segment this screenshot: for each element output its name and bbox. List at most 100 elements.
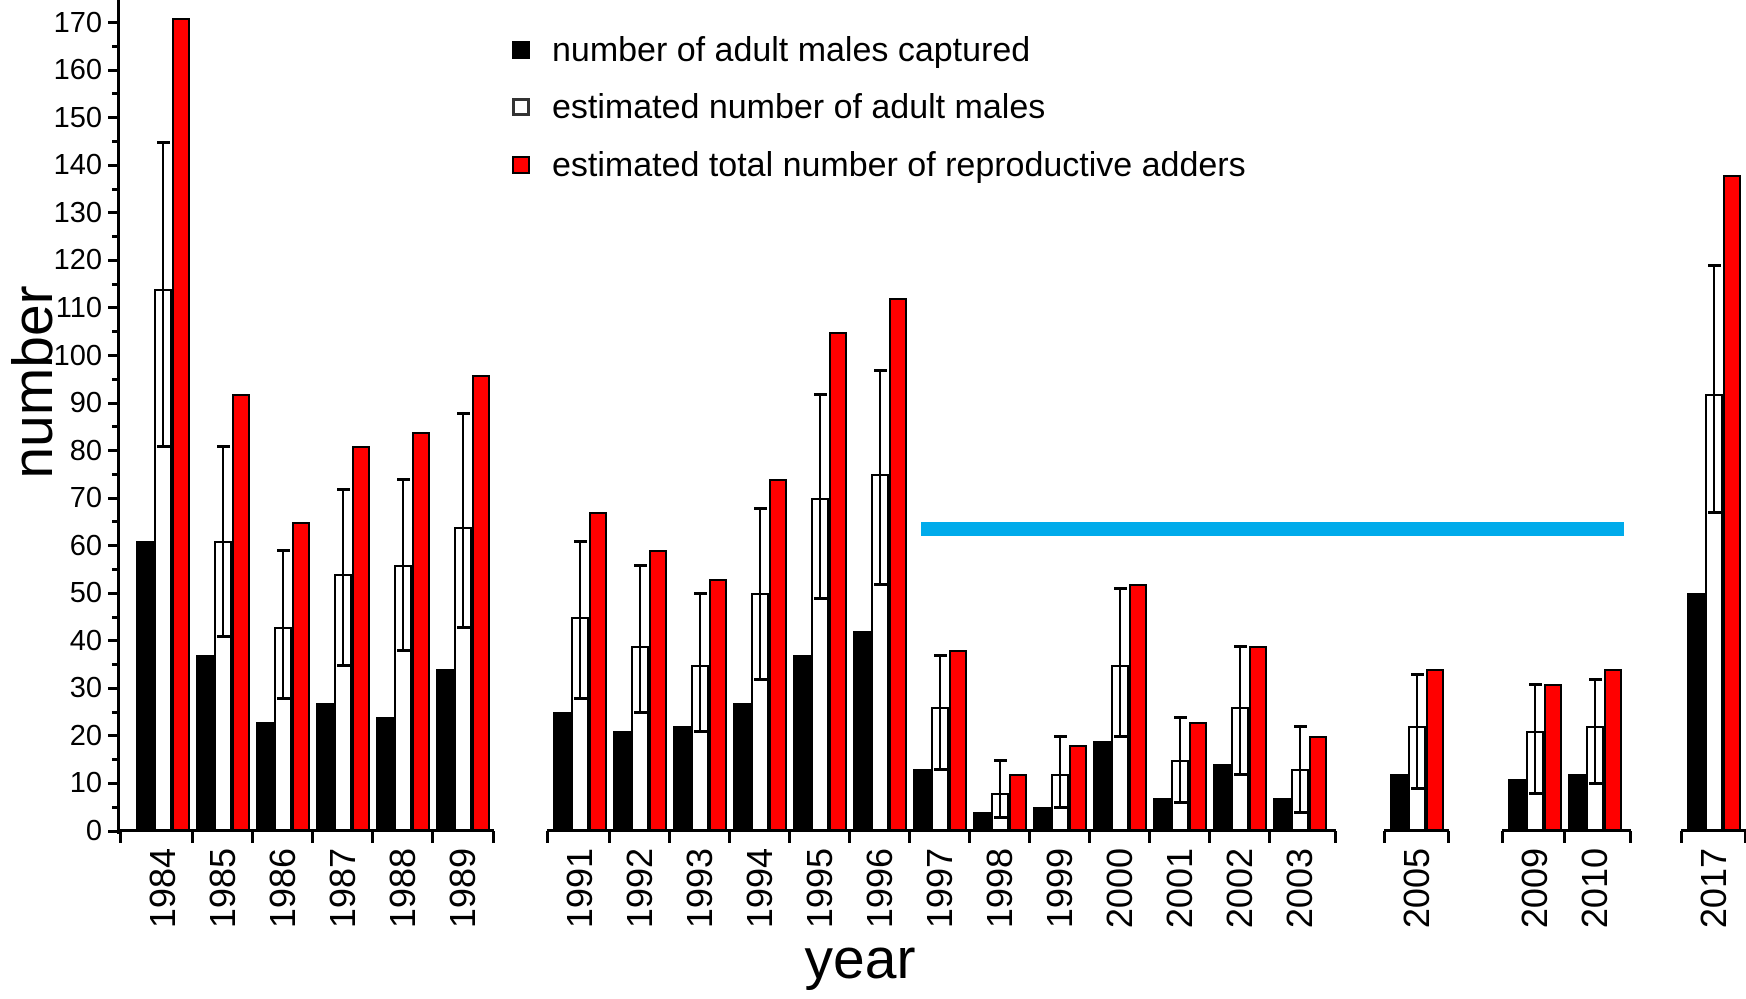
x-axis-tick [371,831,374,843]
error-bar-cap-bottom-2002 [1233,772,1247,776]
x-axis-tick [908,831,911,843]
y-axis-minor-tick [112,235,120,239]
error-bar-cap-top-1991 [573,539,587,543]
x-axis-tick [1088,831,1091,843]
y-axis-major-tick [108,639,120,643]
x-axis-year-label-1991: 1991 [559,848,600,929]
x-axis-year-label-2010: 2010 [1574,848,1615,929]
bar-total-1994 [769,479,787,831]
bar-total-2005 [1426,669,1444,831]
x-axis-year-label-2001: 2001 [1159,848,1200,929]
error-bar-line-2002 [1239,645,1241,774]
error-bar-cap-top-1986 [276,549,290,553]
y-axis-minor-tick [112,520,120,524]
x-axis-tick [1447,831,1450,843]
error-bar-line-1984 [162,141,164,446]
error-bar-line-1989 [462,412,464,627]
x-axis-tick [668,831,671,843]
y-axis-tick-label: 40 [69,624,102,657]
error-bar-line-2001 [1179,716,1181,803]
legend-item-estimated-males: estimated number of adult males [512,87,1246,127]
x-axis-tick [311,831,314,843]
error-bar-line-1998 [999,759,1001,817]
error-bar-cap-top-2010 [1588,677,1602,681]
x-axis-year-label-1989: 1989 [442,848,483,929]
x-axis-tick [1744,831,1746,843]
error-bar-line-1992 [639,564,641,713]
error-bar-cap-top-1985 [216,444,230,448]
x-axis-tick [251,831,254,843]
y-axis-major-tick [108,544,120,548]
x-axis-year-label-1992: 1992 [619,848,660,929]
bar-captured-2003 [1273,797,1291,831]
y-axis-minor-tick [112,187,120,191]
legend: number of adult males captured estimated… [512,30,1246,185]
x-axis-tick [1383,831,1386,843]
x-axis-tick [1268,831,1271,843]
error-bar-cap-top-2001 [1173,715,1187,719]
error-bar-cap-top-2005 [1410,673,1424,677]
bar-total-1996 [889,298,907,831]
x-axis-year-label-1997: 1997 [919,848,960,929]
white-square-icon [512,98,530,116]
y-axis-tick-label: 50 [69,577,102,610]
x-axis-year-label-2017: 2017 [1693,848,1734,929]
y-axis-major-tick [108,781,120,785]
y-axis-tick-label: 110 [55,291,102,324]
bar-total-2010 [1604,669,1622,831]
y-axis-major-tick [108,116,120,120]
x-axis-year-label-1999: 1999 [1039,848,1080,929]
bar-total-1988 [412,431,430,831]
x-axis-tick [1563,831,1566,843]
y-axis-tick-label: 30 [69,672,102,705]
y-axis-major-tick [108,829,120,833]
x-axis-tick [728,831,731,843]
y-axis-major-tick [108,734,120,738]
annotation-band [921,522,1624,536]
bar-total-1997 [949,650,967,831]
bar-total-1993 [709,578,727,831]
y-axis-tick-label: 170 [53,6,102,39]
x-axis-tick [191,831,194,843]
y-axis-minor-tick [112,330,120,334]
error-bar-cap-top-1999 [1053,734,1067,738]
bar-captured-2010 [1568,773,1586,831]
x-axis-tick [492,831,495,843]
y-axis-minor-tick [112,282,120,286]
bar-captured-2009 [1508,778,1526,831]
y-axis-tick-label: 90 [69,387,102,420]
y-axis-minor-tick [112,140,120,144]
error-bar-cap-top-1989 [456,411,470,415]
bar-captured-1988 [376,716,394,831]
error-bar-cap-bottom-1986 [276,696,290,700]
legend-label: estimated number of adult males [552,87,1046,126]
error-bar-line-1997 [939,655,941,770]
error-bar-line-1986 [282,550,284,698]
bar-captured-1985 [196,655,214,831]
y-axis-major-tick [108,68,120,72]
error-bar-cap-top-1984 [156,140,170,144]
bar-total-1989 [472,374,490,831]
error-bar-cap-bottom-2009 [1528,791,1542,795]
x-axis-year-label-1986: 1986 [262,848,303,929]
error-bar-line-2003 [1299,726,1301,812]
bar-captured-1987 [316,702,334,831]
legend-item-captured: number of adult males captured [512,30,1246,70]
x-axis-tick [546,831,549,843]
error-bar-cap-bottom-1992 [633,711,647,715]
x-axis-tick [1680,831,1683,843]
error-bar-line-1995 [819,393,821,598]
red-square-icon [512,156,530,174]
x-axis-title: year [804,927,916,991]
x-axis-year-label-1985: 1985 [202,848,243,929]
error-bar-cap-bottom-1996 [873,582,887,586]
error-bar-line-2017 [1713,265,1715,513]
x-axis-tick [431,831,434,843]
bar-captured-2002 [1213,764,1231,831]
y-axis-minor-tick [112,472,120,476]
x-axis-tick [1028,831,1031,843]
error-bar-line-1991 [579,540,581,698]
error-bar-cap-bottom-2005 [1410,787,1424,791]
y-axis-tick-label: 10 [69,767,102,800]
bar-total-1987 [352,445,370,831]
